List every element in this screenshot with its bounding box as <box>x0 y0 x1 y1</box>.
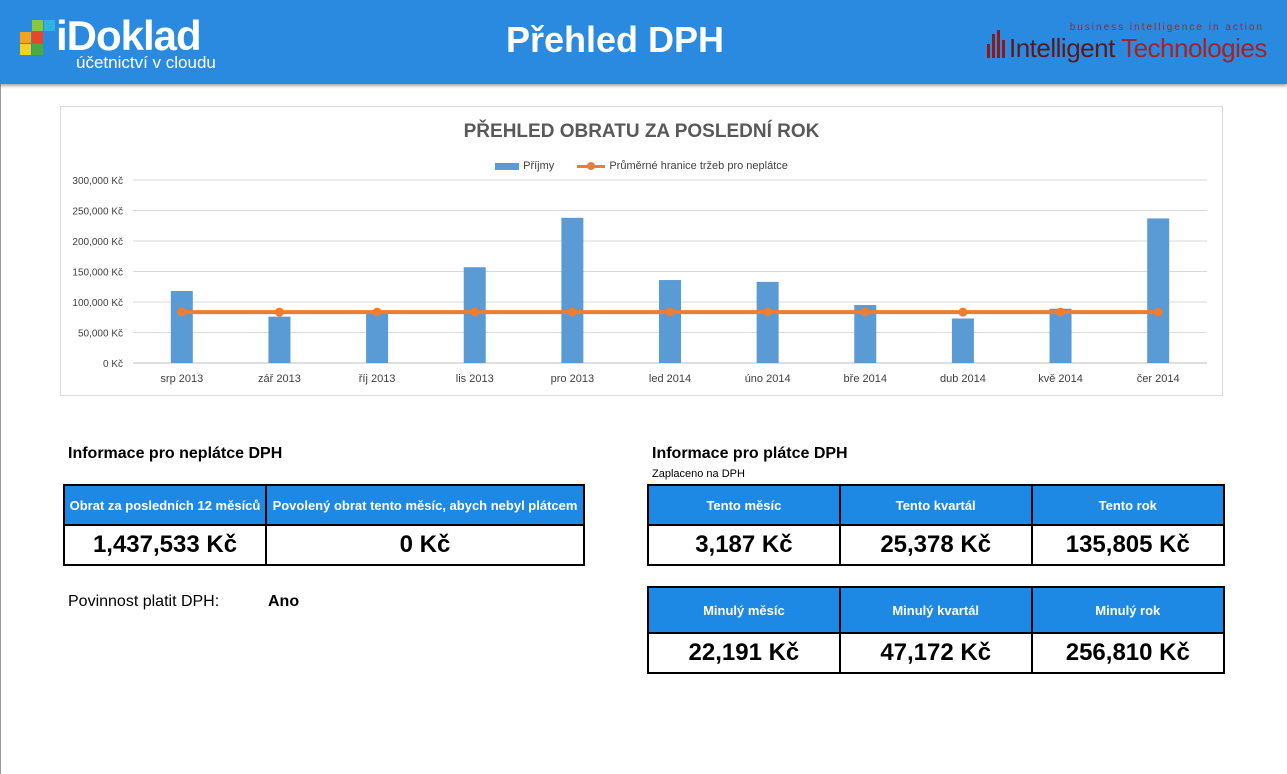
x-tick-label: zář 2013 <box>258 373 301 385</box>
partner-name-part2: Technologies <box>1121 33 1267 63</box>
y-tick-label: 150,000 Kč <box>72 268 123 279</box>
threshold-point <box>470 307 480 317</box>
legend-item-threshold: Průměrné hranice tržeb pro neplátce <box>577 159 788 173</box>
logo-subtitle: účetnictví v cloudu <box>76 53 216 72</box>
allowed-turnover-value: 0 Kč <box>265 524 585 566</box>
chart-title: PŘEHLED OBRATU ZA POSLEDNÍ ROK <box>463 121 820 142</box>
y-tick-label: 300,000 Kč <box>72 176 123 187</box>
threshold-point <box>1056 307 1066 317</box>
this-year-header: Tento rok <box>1030 484 1226 526</box>
y-tick-label: 50,000 Kč <box>78 329 123 340</box>
x-tick-label: srp 2013 <box>160 373 203 385</box>
x-tick-label: říj 2013 <box>359 373 396 385</box>
legend-line-swatch <box>577 161 606 170</box>
page-title: Přehled DPH <box>505 19 725 60</box>
turnover-12m-header: Obrat za posledních 12 měsíců <box>63 484 267 526</box>
threshold-point <box>372 307 382 317</box>
legend-label-threshold: Průměrné hranice tržeb pro neplátce <box>609 160 788 173</box>
bar <box>659 280 681 363</box>
intelligent-technologies-logo[interactable]: business intelligence in action Intellig… <box>987 22 1267 66</box>
threshold-point <box>274 307 284 317</box>
partner-name-part1: Intelligent <box>1009 33 1115 63</box>
last-quarter-value: 47,172 Kč <box>838 632 1033 674</box>
bar <box>854 305 877 363</box>
allowed-turnover-header: Povolený obrat tento měsíc, abych nebyl … <box>265 484 585 526</box>
vat-duty-value: Ano <box>268 593 300 610</box>
x-tick-label: bře 2014 <box>844 373 887 385</box>
this-month-header: Tento měsíc <box>647 484 841 526</box>
x-tick-label: led 2014 <box>649 373 691 385</box>
this-month-value: 3,187 Kč <box>647 524 841 566</box>
bar <box>1147 218 1170 363</box>
x-tick-label: kvě 2014 <box>1038 373 1083 385</box>
this-quarter-header: Tento kvartál <box>838 484 1033 526</box>
logo-wordmark: iDoklad <box>56 12 202 59</box>
legend-item-income: Příjmy <box>495 159 554 173</box>
last-month-value: 22,191 Kč <box>647 632 841 674</box>
turnover-12m-value: 1,437,533 Kč <box>63 524 267 566</box>
nonpayer-section-title: Informace pro neplátce DPH <box>68 445 283 462</box>
paid-vat-note: Zaplaceno na DPH <box>652 468 745 480</box>
this-year-value: 135,805 Kč <box>1030 524 1226 566</box>
bar <box>268 316 291 363</box>
vat-duty-label: Povinnost platit DPH: <box>68 593 220 610</box>
bar <box>170 291 193 363</box>
last-month-header: Minulý měsíc <box>647 586 841 634</box>
x-tick-label: úno 2014 <box>745 373 791 385</box>
bar <box>561 217 584 363</box>
bar <box>1049 308 1072 363</box>
y-tick-label: 100,000 Kč <box>72 298 123 309</box>
x-tick-label: dub 2014 <box>940 373 986 385</box>
last-year-value: 256,810 Kč <box>1030 632 1226 674</box>
legend-bar-swatch <box>495 162 520 170</box>
logo-squares-icon <box>20 20 56 55</box>
threshold-point <box>1153 307 1163 317</box>
chart-plot: 0 Kč 50,000 Kč 100,000 Kč 150,000 Kč 200,000… <box>72 176 1207 385</box>
bar <box>756 281 779 363</box>
x-tick-label: pro 2013 <box>551 373 594 385</box>
this-quarter-value: 25,378 Kč <box>838 524 1033 566</box>
y-tick-label: 200,000 Kč <box>72 237 123 248</box>
threshold-point <box>665 307 675 317</box>
turnover-chart: PŘEHLED OBRATU ZA POSLEDNÍ ROK Příjmy Pr… <box>60 106 1223 396</box>
legend-label-income: Příjmy <box>523 160 555 173</box>
previous-period-table: Minulý měsíc Minulý kvartál Minulý rok 2… <box>647 586 1226 674</box>
bar <box>366 311 389 363</box>
threshold-point <box>177 307 187 317</box>
y-tick-label: 0 Kč <box>103 359 123 370</box>
partner-name: Intelligent Technologies <box>1009 33 1267 63</box>
threshold-point <box>958 307 968 317</box>
payer-section-title: Informace pro plátce DPH <box>652 445 848 462</box>
current-period-table: Tento měsíc Tento kvartál Tento rok 3,18… <box>647 484 1226 566</box>
last-quarter-header: Minulý kvartál <box>838 586 1033 634</box>
last-year-header: Minulý rok <box>1030 586 1226 634</box>
bar-chart-logo-icon <box>987 30 1009 58</box>
threshold-point <box>860 307 870 317</box>
bar <box>951 318 974 363</box>
threshold-point <box>763 307 773 317</box>
page-left-border <box>0 84 1 774</box>
x-tick-label: čer 2014 <box>1137 373 1180 385</box>
chart-legend: Příjmy Průměrné hranice tržeb pro neplát… <box>61 159 1222 173</box>
y-tick-label: 250,000 Kč <box>72 207 123 218</box>
nonpayer-table: Obrat za posledních 12 měsíců Povolený o… <box>63 484 585 566</box>
idoklad-logo[interactable]: iDoklad účetnictví v cloudu <box>20 12 220 74</box>
partner-tagline: business intelligence in action <box>1069 22 1264 33</box>
threshold-point <box>567 307 577 317</box>
x-tick-label: lis 2013 <box>456 373 494 385</box>
header-bar: iDoklad účetnictví v cloudu Přehled DPH … <box>0 0 1287 84</box>
